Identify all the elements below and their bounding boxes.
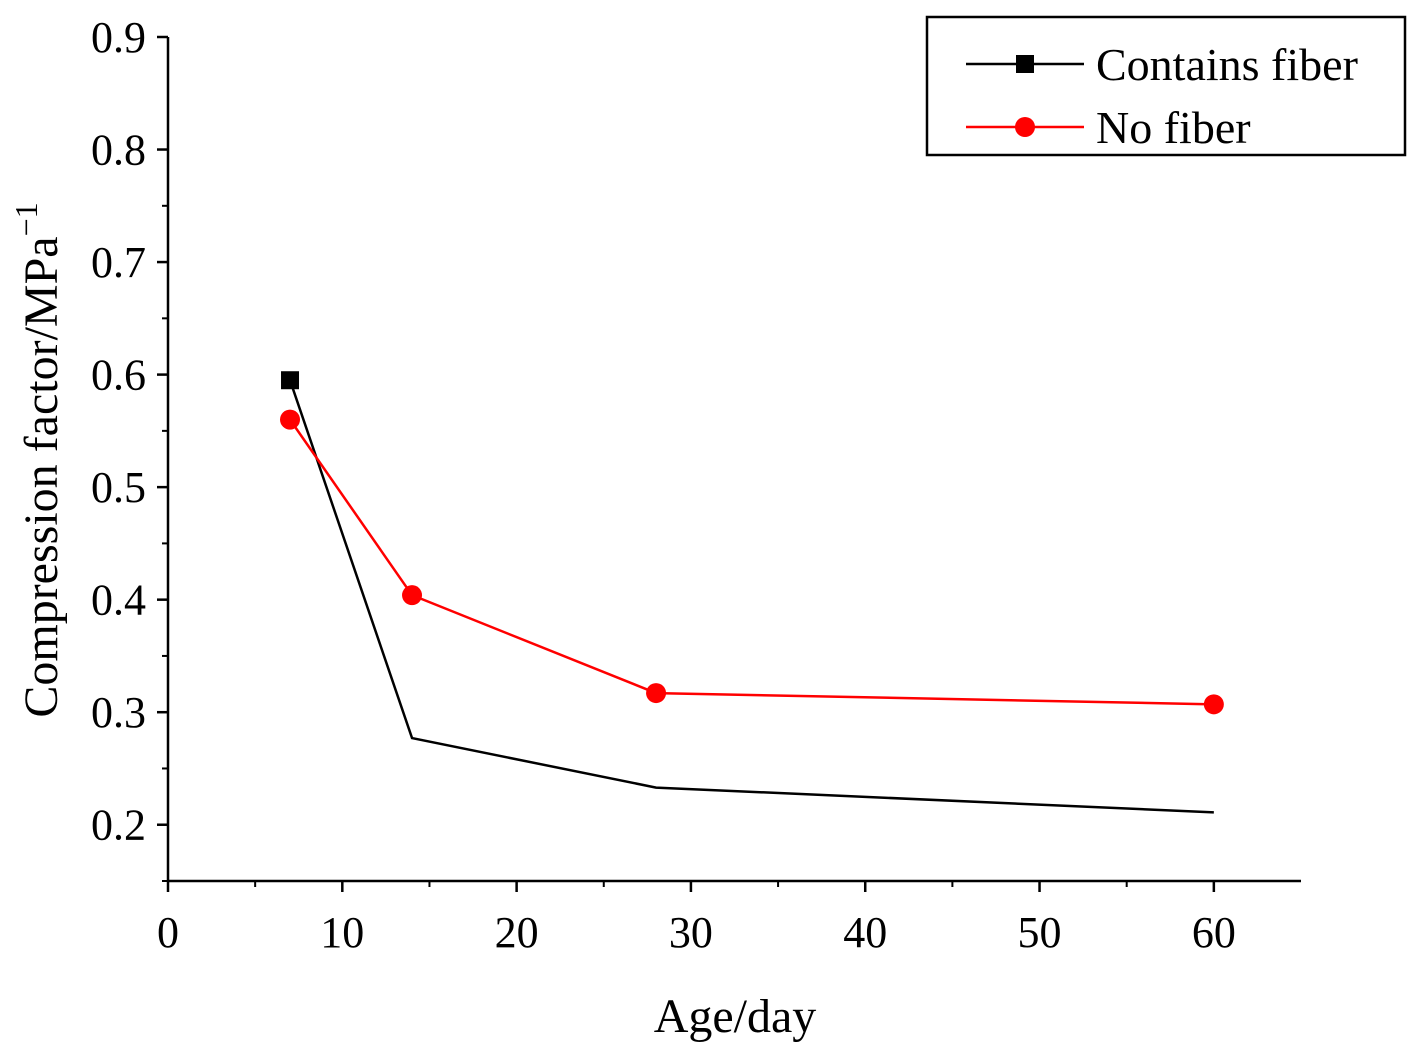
x-tick-label: 30 [669, 908, 713, 957]
series-1 [280, 409, 1224, 715]
legend: Contains fiber No fiber [925, 15, 1407, 157]
series-line [288, 379, 1214, 814]
legend-marker-circle [1015, 117, 1035, 137]
data-point-circle [402, 585, 423, 606]
series-layer [280, 371, 1224, 814]
x-tick-label: 10 [320, 908, 364, 957]
y-tick-label: 0.5 [91, 463, 146, 512]
y-tick-label: 0.3 [91, 688, 146, 737]
x-tick-label: 0 [157, 908, 179, 957]
legend-frame [925, 15, 1407, 157]
legend-marker-square [1016, 55, 1034, 73]
ticks: 0 10 20 30 40 50 60 0.2 0.3 0.4 0.5 0.6 0.7 0.8 0.9 [91, 13, 1236, 957]
data-point-square [281, 371, 300, 390]
y-tick-label: 0.4 [91, 576, 146, 625]
x-tick-label: 50 [1018, 908, 1062, 957]
series-0 [281, 371, 1214, 814]
data-point-circle [1203, 694, 1224, 715]
x-tick-label: 20 [495, 908, 539, 957]
y-tick-label: 0.6 [91, 351, 146, 400]
y-tick-label: 0.2 [91, 801, 146, 850]
y-tick-label: 0.8 [91, 126, 146, 175]
x-tick-label: 40 [843, 908, 887, 957]
x-tick-label: 60 [1192, 908, 1236, 957]
series-line [288, 418, 1214, 706]
y-tick-label: 0.9 [91, 13, 146, 62]
y-axis-title-main: Compression factor/MPa [15, 236, 68, 717]
axes [166, 37, 1301, 883]
data-point-circle [646, 683, 667, 704]
x-axis-title: Age/day [654, 990, 817, 1043]
legend-label: Contains fiber [1096, 39, 1358, 90]
data-point-circle [280, 409, 301, 430]
y-tick-label: 0.7 [91, 238, 146, 287]
y-axis-title-superscript: −1 [8, 202, 44, 236]
legend-item: No fiber [966, 102, 1251, 153]
legend-item: Contains fiber [966, 39, 1358, 90]
y-axis-title: Compression factor/MPa−1 [8, 202, 68, 717]
svg-text:Compression factor/MPa−1: Compression factor/MPa−1 [8, 202, 68, 717]
legend-label: No fiber [1096, 102, 1251, 153]
